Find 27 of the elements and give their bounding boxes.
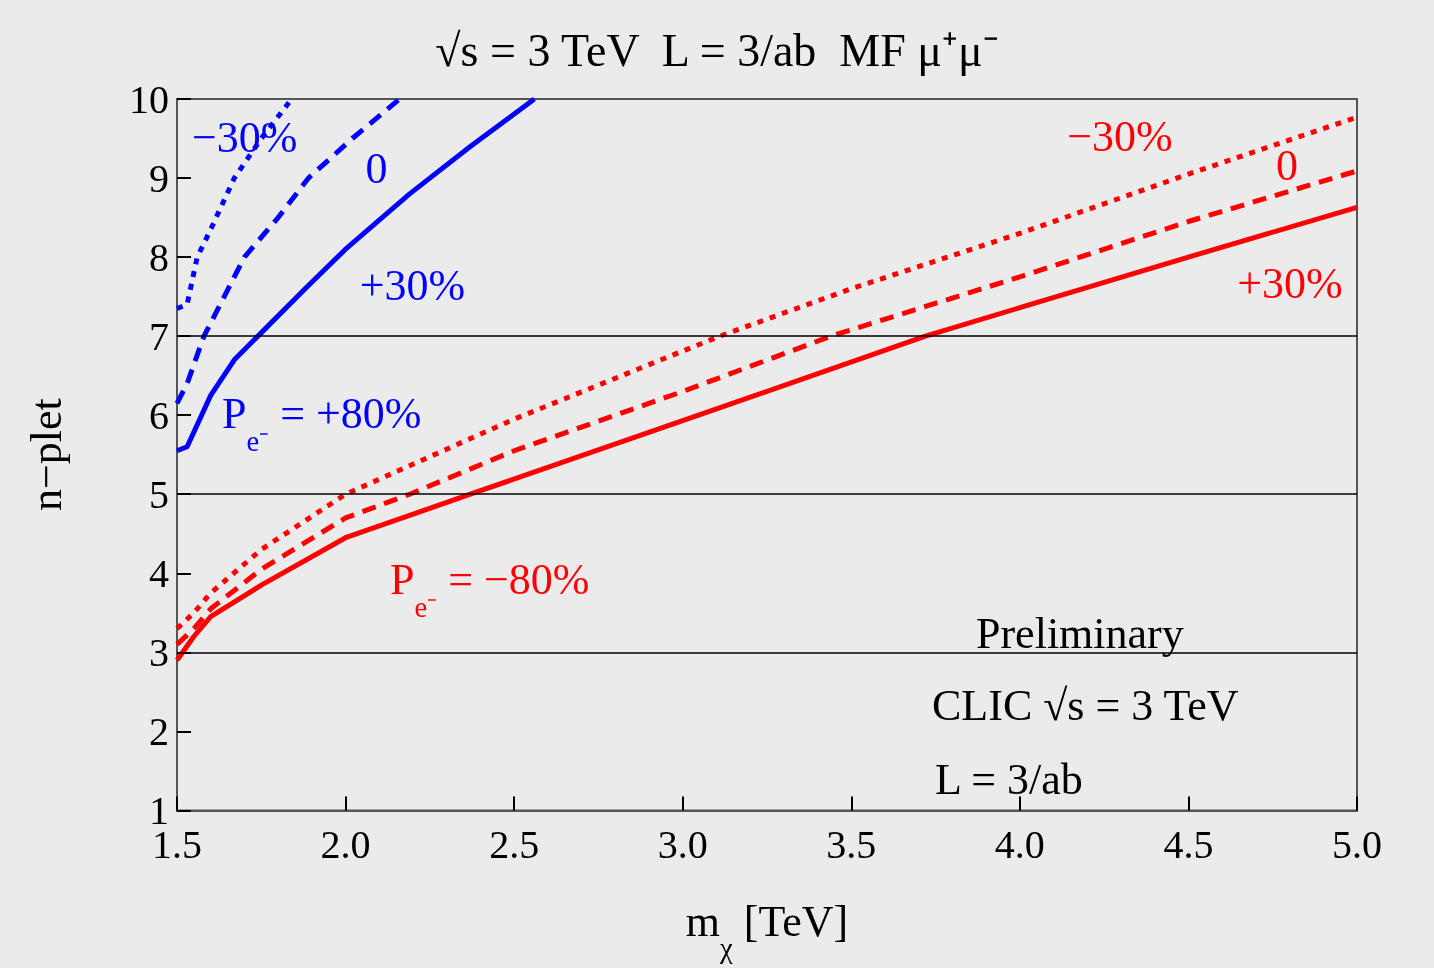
series-label: +30% <box>359 260 466 310</box>
chart-title: √s = 3 TeV L = 3/ab MF μ⁺μ⁻ <box>435 24 999 76</box>
y-tick-label: 8 <box>149 234 169 280</box>
y-tick-label: 9 <box>149 155 169 201</box>
annotation: Preliminary <box>976 609 1184 659</box>
series-label: 0 <box>1276 141 1298 191</box>
x-tick-label: 4.0 <box>994 821 1045 867</box>
annotation: L = 3/ab <box>935 755 1083 805</box>
x-tick-label: 5.0 <box>1332 821 1382 867</box>
y-tick-label: 6 <box>149 392 169 438</box>
x-tick-label: 3.5 <box>826 821 877 867</box>
y-tick-label: 4 <box>149 550 169 596</box>
y-tick-label: 7 <box>149 313 169 359</box>
y-tick-label: 3 <box>149 629 169 675</box>
series-label: +30% <box>1237 258 1343 308</box>
series-label: −30% <box>191 112 298 162</box>
x-tick-label: 3.0 <box>657 821 708 867</box>
y-axis-title: n−plet <box>21 398 71 512</box>
x-tick-label: 2.0 <box>320 821 371 867</box>
y-tick-label: 5 <box>149 471 169 517</box>
y-tick-label: 2 <box>149 708 169 754</box>
series-label: −30% <box>1067 111 1173 161</box>
x-tick-label: 4.5 <box>1163 821 1214 867</box>
series-label: 0 <box>365 143 388 193</box>
annotation: CLIC √s = 3 TeV <box>932 681 1239 731</box>
x-tick-label: 2.5 <box>489 821 540 867</box>
y-tick-label: 10 <box>129 76 169 122</box>
